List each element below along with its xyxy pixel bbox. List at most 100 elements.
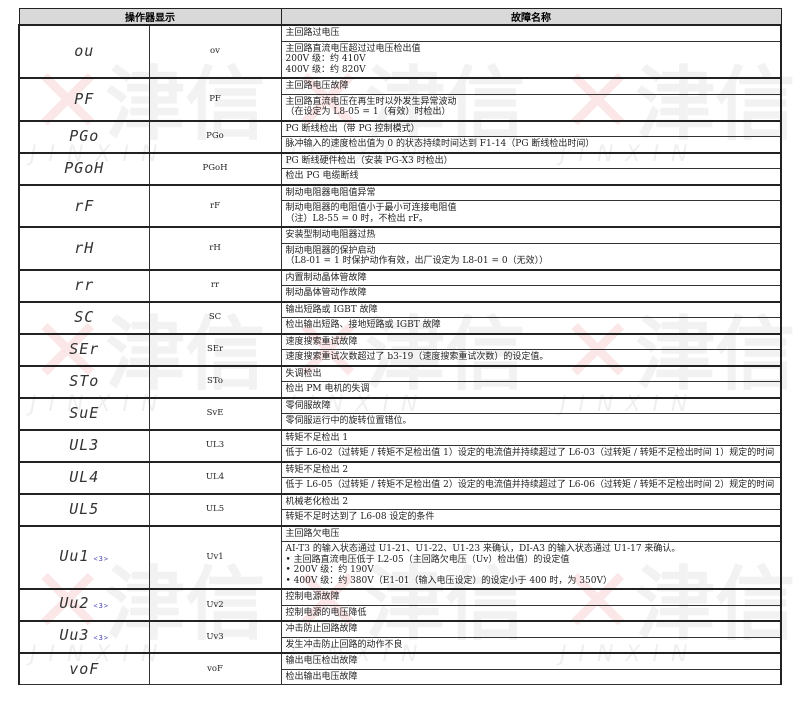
desc-line: • 主回路直流电压低于 L2-05（主回路欠电压（Uv）检出值）的设定值: [285, 554, 570, 565]
seven-segment-display: Uu3: [59, 626, 90, 645]
table-row: STo STo 失调检出: [18, 364, 782, 398]
seven-segment-display: STo: [69, 372, 100, 391]
fault-detail-cell: 脉冲输入的速度检出值为 0 的状态持续时间达到 F1-14（PG 断线检出时间）: [280, 136, 782, 153]
desc-line: 输出电压检出故障: [285, 656, 358, 666]
seven-segment-display: Uu1: [59, 546, 90, 565]
fault-code-cell: ov: [148, 24, 282, 79]
fault-code-cell: voF: [148, 652, 282, 685]
header-fault-name: 故障名称: [280, 8, 782, 26]
operator-display-cell: UL4: [18, 460, 150, 494]
fault-name-cell: 零伺服故障: [280, 396, 782, 414]
fault-name-cell: 主回路欠电压: [280, 524, 782, 542]
fault-code-cell: STo: [148, 364, 282, 398]
desc-line: 安装型制动电阻器过热: [285, 230, 376, 240]
fault-code-cell: PGoH: [148, 151, 282, 185]
table-row: SuE SvE 零伺服故障: [18, 396, 782, 430]
desc-line: 转矩不足检出 2: [285, 464, 349, 475]
operator-display-cell: PF: [18, 77, 150, 121]
desc-line: 制动电阻器的电阻值小于最小可连接电阻值: [285, 203, 457, 213]
fault-name-cell: 速度搜索重试故障: [280, 332, 782, 350]
fault-code-cell: UL3: [148, 428, 282, 462]
seven-segment-display: PF: [74, 90, 95, 108]
table-row: rH rH 安装型制动电阻器过热: [18, 226, 782, 270]
desc-line: 零伺服故障: [285, 400, 331, 411]
table-row: rr rr 内置制动晶体管故障: [18, 268, 782, 302]
table-row: Uu2 <3> Uv2 控制电源故障: [18, 588, 782, 622]
seven-segment-display: SC: [74, 308, 95, 327]
seven-segment-display: PGoH: [64, 159, 105, 178]
fault-detail-cell: 主回路直流电压超过过电压检出值 200V 级：约 410V 400V 级：约 820…: [280, 40, 782, 79]
table-subrow: 主回路直流电压在再生时以外发生异常波动 （在设定为 L8-05 = 1（有效）时检…: [19, 93, 782, 121]
desc-line: PG 断线检出（带 PG 控制模式）: [285, 123, 420, 134]
desc-line: （在设定为 L8-05 = 1（有效）时检出）: [285, 107, 451, 117]
fault-code-cell: Uv2: [148, 588, 282, 622]
desc-line: • 400V 级：约 380V（E1-01（输入电压设定）的设定小于 400 时…: [285, 575, 612, 586]
fault-name-cell: 内置制动晶体管故障: [280, 268, 782, 286]
fault-code-cell: Uv3: [148, 620, 282, 654]
fault-name-cell: 主回路过电压: [280, 24, 782, 42]
operator-display-cell: rF: [18, 183, 150, 228]
desc-line: 制动电阻器电阻值异常: [285, 187, 376, 198]
seven-segment-display: UL5: [69, 500, 100, 519]
desc-line: 检出输出短路、接地短路或 IGBT 故障: [285, 320, 441, 330]
table-subrow: AI-T3 的输入状态通过 U1-21、U1-22、U1-23 来确认，DI-A…: [19, 541, 782, 590]
operator-display-cell: ou: [18, 24, 150, 79]
fault-code-cell: UL5: [148, 492, 282, 526]
fault-name-cell: PG 断线硬件检出（安装 PG-X3 时检出）: [280, 151, 782, 169]
fault-name-cell: 机械老化检出 2: [280, 492, 782, 510]
table-row: UL5 UL5 机械老化检出 2: [18, 492, 782, 526]
footnote-ref: <3>: [93, 634, 110, 643]
desc-line: 内置制动晶体管故障: [285, 272, 367, 283]
fault-code-cell: SC: [148, 300, 282, 334]
fault-code-cell: Uv1: [148, 524, 282, 590]
operator-display-cell: UL5: [18, 492, 150, 526]
operator-display-cell: Uu1 <3>: [18, 524, 150, 590]
fault-detail-cell: 零伺服运行中的旋转位置错位。: [280, 413, 782, 430]
fault-detail-cell: 控制电源的电压降低: [280, 604, 782, 622]
fault-detail-cell: 检出输出电压故障: [280, 668, 782, 685]
fault-name-cell: 冲击防止回路故障: [280, 620, 782, 638]
desc-line: 速度搜索重试次数超过了 b3-19（速度搜索重试次数）的设定值。: [285, 352, 549, 362]
table-row: PF PF 主回路电压故障: [18, 77, 782, 121]
fault-code-cell: rH: [148, 226, 282, 270]
operator-display-cell: voF: [18, 652, 150, 685]
footnote-ref: <3>: [93, 602, 110, 611]
desc-line: 冲击防止回路故障: [285, 624, 358, 634]
desc-line: 主回路电压故障: [285, 81, 349, 91]
operator-display-cell: STo: [18, 364, 150, 398]
table-row: Uu3 <3> Uv3 冲击防止回路故障: [18, 620, 782, 654]
table-row: ou ov 主回路过电压: [18, 24, 782, 79]
desc-line: 主回路欠电压: [285, 528, 340, 539]
fault-name-cell: 转矩不足检出 2: [280, 460, 782, 478]
fault-name-cell: 失调检出: [280, 364, 782, 382]
operator-display-cell: SC: [18, 300, 150, 334]
operator-display-cell: rH: [18, 226, 150, 270]
table-subrow: 制动电阻器的电阻值小于最小可连接电阻值 （注）L8-55 = 0 时，不检出 rF…: [19, 200, 782, 228]
operator-display-cell: Uu2 <3>: [18, 588, 150, 622]
table-row: rF rF 制动电阻器电阻值异常: [18, 183, 782, 228]
fault-code-cell: SvE: [148, 396, 282, 430]
desc-line: 主回路直流电压在再生时以外发生异常波动: [285, 96, 457, 107]
desc-line: 速度搜索重试故障: [285, 336, 358, 347]
operator-display-cell: PGoH: [18, 151, 150, 185]
fault-code-cell: rr: [148, 268, 282, 302]
fault-name-cell: 主回路电压故障: [280, 77, 782, 95]
fault-detail-cell: 发生冲击防止回路的动作不良: [280, 636, 782, 654]
operator-display-cell: Uu3 <3>: [18, 620, 150, 654]
desc-line: （L8-01 = 1 时保护动作有效，出厂设定为 L8-01 = 0（无效））: [285, 256, 549, 266]
desc-line: 检出输出电压故障: [285, 671, 358, 682]
desc-line: AI-T3 的输入状态通过 U1-21、U1-22、U1-23 来确认，DI-A…: [285, 544, 681, 554]
desc-line: 转矩不足检出 1: [285, 432, 349, 443]
fault-detail-cell: 速度搜索重试次数超过了 b3-19（速度搜索重试次数）的设定值。: [280, 349, 782, 366]
desc-line: 转矩不足时达到了 L6-08 设定的条件: [285, 512, 435, 522]
seven-segment-display: PGo: [69, 127, 100, 146]
table-row: UL3 UL3 转矩不足检出 1: [18, 428, 782, 462]
seven-segment-display: UL3: [69, 436, 100, 455]
fault-code-cell: rF: [148, 183, 282, 228]
seven-segment-display: rr: [74, 276, 95, 295]
operator-display-cell: PGo: [18, 119, 150, 153]
fault-detail-cell: 制动电阻器的保护启动 （L8-01 = 1 时保护动作有效，出厂设定为 L8-01…: [280, 242, 782, 270]
desc-line: 失调检出: [285, 368, 322, 379]
fault-name-cell: 安装型制动电阻器过热: [280, 226, 782, 244]
table-row: PGoH PGoH PG 断线硬件检出（安装 PG-X3 时检出）: [18, 151, 782, 185]
